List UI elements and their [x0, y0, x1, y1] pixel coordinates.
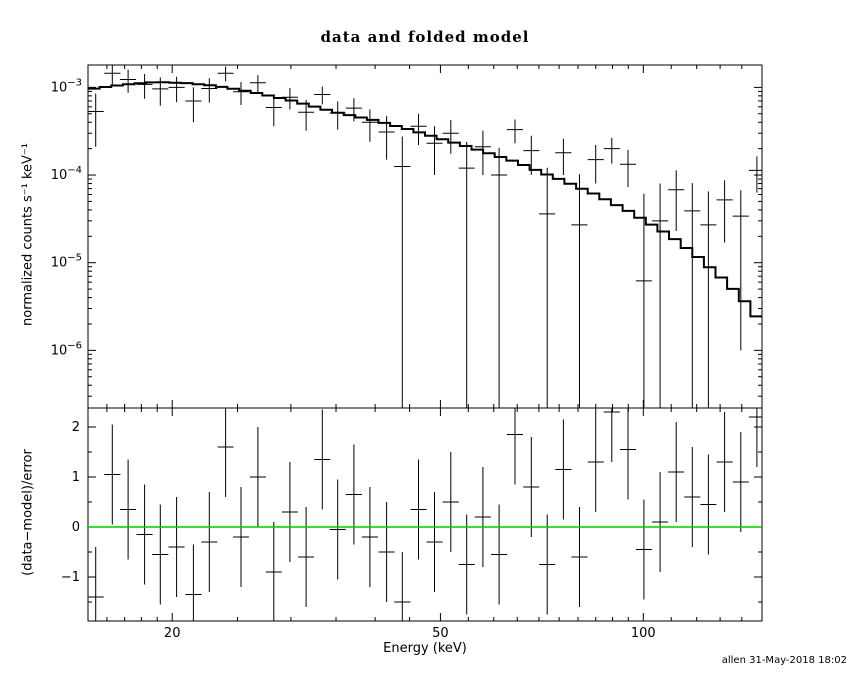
y-tick-label: 10−4	[51, 165, 82, 183]
y-axis-label-top: normalized counts s⁻¹ keV⁻¹	[20, 143, 36, 326]
y-tick-label: 0	[72, 520, 80, 535]
y-tick-label: 10−6	[51, 340, 82, 358]
data-series	[88, 65, 762, 408]
y-tick-label: 10−5	[51, 253, 82, 271]
x-axis-label: Energy (keV)	[383, 641, 467, 656]
axis-ticks	[88, 65, 762, 621]
page-title: data and folded model	[320, 28, 530, 46]
y-tick-label: 2	[72, 420, 80, 435]
model-step-line	[88, 81, 762, 318]
residual-series	[88, 408, 762, 621]
x-tick-label: 100	[631, 626, 656, 641]
tick-labels: 20 50 100 10−3 10−4 10−5 10−6 2 1 0 −1	[51, 77, 656, 641]
x-tick-label: 20	[164, 626, 181, 641]
y-tick-label: −1	[61, 570, 80, 585]
y-tick-label: 1	[72, 470, 80, 485]
plot-frame	[87, 64, 763, 622]
x-tick-label: 50	[432, 626, 449, 641]
user-timestamp: allen 31-May-2018 18:02	[721, 655, 847, 666]
y-axis-label-bottom: (data−model)/error	[20, 449, 36, 576]
y-tick-label: 10−3	[51, 77, 82, 95]
